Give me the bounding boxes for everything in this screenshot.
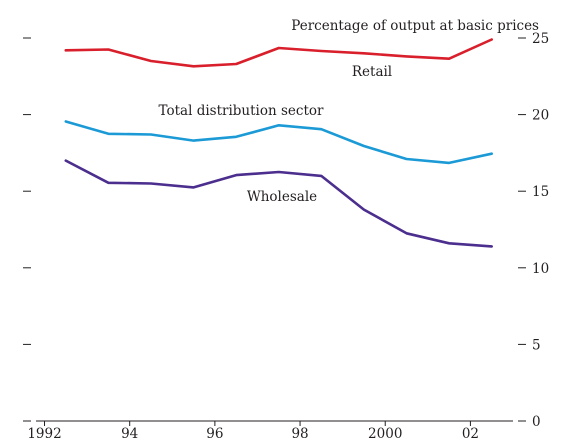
y-tick-label: 0 — [532, 414, 541, 430]
y-axis-label: Percentage of output at basic prices — [291, 18, 539, 34]
series-line-retail — [64, 38, 494, 68]
y-tick-label: 10 — [532, 261, 549, 277]
series-label-retail: Retail — [352, 64, 392, 80]
chart-axes: 0 5 10 15 20 25 1992 94 96 98 2000 02 — [23, 31, 549, 441]
series-label-wholesale: Wholesale — [247, 189, 317, 205]
x-tick-label: 94 — [121, 426, 138, 441]
x-tick-label: 02 — [462, 426, 479, 441]
y-tick-label: 25 — [532, 31, 549, 47]
x-tick-label: 98 — [291, 426, 308, 441]
series-label-total-distribution-sector: Total distribution sector — [159, 103, 324, 119]
y-tick-label: 20 — [532, 108, 549, 124]
y-tick-label: 15 — [532, 184, 549, 200]
x-tick-label: 2000 — [368, 426, 402, 441]
x-tick-label: 96 — [206, 426, 223, 441]
series-line-wholesale — [64, 159, 494, 248]
x-tick-label: 1992 — [27, 426, 61, 441]
y-tick-label: 5 — [532, 337, 541, 353]
series-line-total-distribution-sector — [64, 120, 494, 165]
series-layer — [64, 38, 494, 248]
